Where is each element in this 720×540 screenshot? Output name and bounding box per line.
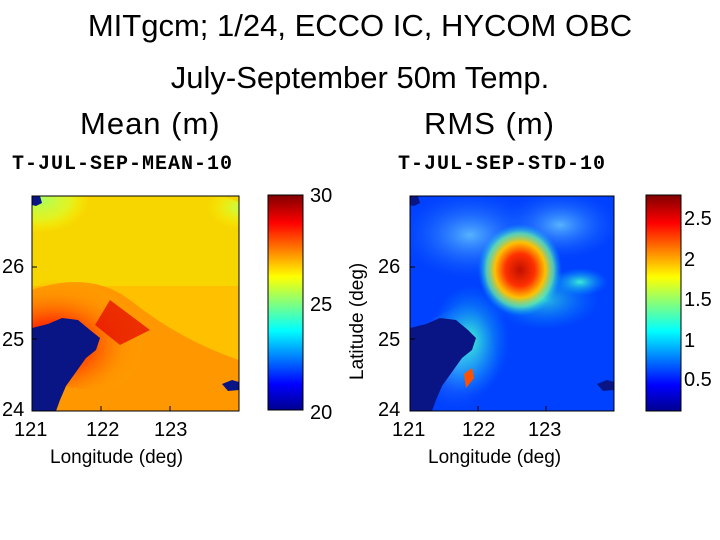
mean-field-cool-patch-east [150,196,239,265]
rms-xtick-122: 122 [462,419,496,441]
rms-colorbar [645,194,682,412]
rms-coastal-high [464,368,474,388]
mean-field-cool-patch [32,196,150,280]
mean-panel-title: T-JUL-SEP-MEAN-10 [12,153,234,176]
mean-label: Mean (m) [80,106,221,141]
mean-axes-frame [31,195,240,412]
mean-land-east [222,380,239,391]
mean-xlabel: Longitude (deg) [50,447,184,468]
rms-xtick-121: 121 [392,419,426,441]
rms-cb-tick-0.5: 0.5 [684,369,712,391]
rms-field-cyan-patch [552,268,608,296]
figure-title-line1: MITgcm; 1/24, ECCO IC, HYCOM OBC [87,8,633,43]
figure-title-line2: July-September 50m Temp. [170,60,550,95]
rms-xtick-123: 123 [528,419,562,441]
rms-cb-tick-2: 2 [684,249,696,271]
mean-colorbar [267,194,304,411]
mean-xtick-123: 123 [154,419,188,441]
tick-marks [31,266,547,411]
rms-land-north [410,196,420,206]
rms-ytick-25: 25 [378,329,401,351]
mean-cb-tick-30: 30 [310,185,333,207]
mean-land-north [32,196,42,206]
rms-axes-frame [409,195,615,412]
mean-land-taiwan [32,318,100,411]
mean-ytick-25: 25 [2,329,25,351]
mean-heatmap [32,196,239,411]
rms-ytick-24: 24 [378,399,401,421]
rms-heatmap [410,196,614,411]
mean-ytick-24: 24 [2,399,25,421]
mean-field-max-tongue [95,300,150,345]
rms-ylabel: Latitude (deg) [347,262,368,380]
rms-land-taiwan [410,318,476,411]
mean-xtick-121: 121 [14,419,48,441]
rms-cb-tick-2.5: 2.5 [684,208,712,230]
mean-xtick-122: 122 [86,419,120,441]
rms-eddy-max [478,224,562,316]
rms-cb-tick-1.5: 1.5 [684,289,712,311]
rms-cb-tick-1: 1 [684,330,696,352]
rms-xlabel: Longitude (deg) [428,447,562,468]
mean-cb-tick-25: 25 [310,294,333,316]
mean-cb-tick-20: 20 [310,402,333,424]
rms-ytick-26: 26 [378,256,401,278]
rms-panel-title: T-JUL-SEP-STD-10 [398,153,607,176]
mean-ytick-26: 26 [2,256,25,278]
rms-label: RMS (m) [424,106,555,141]
rms-land-east [597,380,614,391]
